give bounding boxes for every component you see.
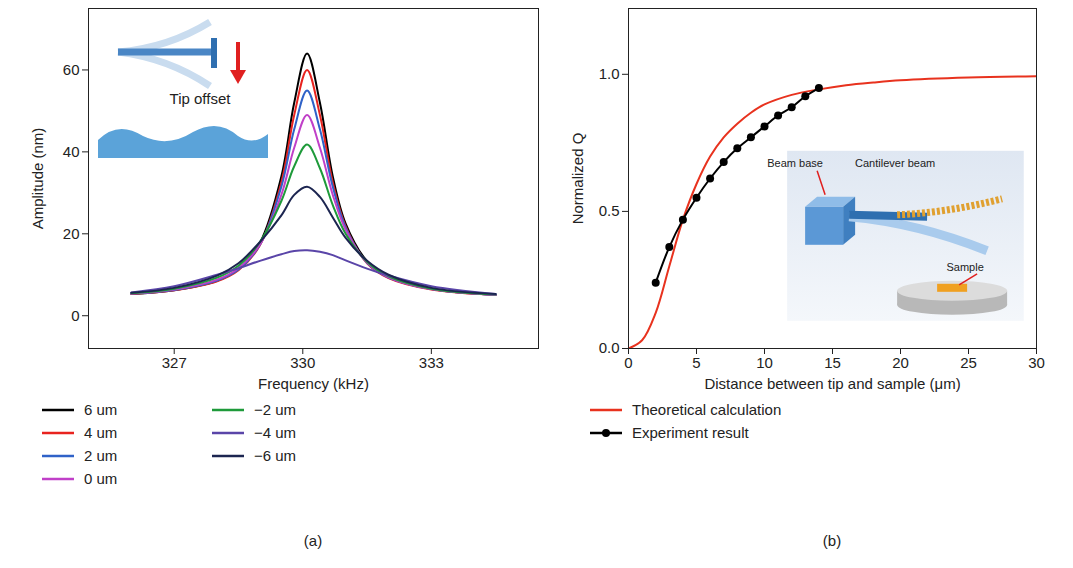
svg-text:5: 5 [692,354,700,371]
svg-text:30: 30 [1028,354,1045,371]
svg-text:Sample: Sample [946,261,983,273]
svg-text:40: 40 [63,143,80,160]
html-text:(a): (a) [303,532,323,549]
svg-text:Tip offset: Tip offset [170,90,232,107]
svg-text:25: 25 [960,354,977,371]
svg-text:15: 15 [824,354,841,371]
svg-text:Amplitude (nm): Amplitude (nm) [29,128,46,230]
svg-text:0: 0 [624,354,632,371]
svg-text:Beam base: Beam base [767,157,823,169]
html-text:0 um: 0 um [84,470,118,487]
html-text:6 um: 6 um [84,401,118,418]
svg-text:0: 0 [71,307,79,324]
svg-text:20: 20 [63,225,80,242]
html-text:2 um: 2 um [84,447,118,464]
svg-text:1.0: 1.0 [599,65,620,82]
html-text:Theoretical calculation: Theoretical calculation [632,401,782,418]
svg-text:10: 10 [756,354,773,371]
svg-text:Cantilever beam: Cantilever beam [855,157,935,169]
svg-text:333: 333 [419,354,444,371]
html-text:−4 um: −4 um [254,424,297,441]
svg-text:0.5: 0.5 [599,202,620,219]
svg-text:327: 327 [162,354,187,371]
html-text:−6 um: −6 um [254,447,297,464]
html-text:4 um: 4 um [84,424,118,441]
svg-text:0.0: 0.0 [599,339,620,356]
svg-text:Distance between tip and sampl: Distance between tip and sample (μm) [704,375,960,392]
html-text:Experiment result: Experiment result [632,424,749,441]
svg-text:20: 20 [892,354,909,371]
html-text:(b): (b) [822,532,842,549]
svg-text:330: 330 [290,354,315,371]
svg-text:60: 60 [63,61,80,78]
html-text:−2 um: −2 um [254,401,297,418]
svg-text:Normalized Q: Normalized Q [569,133,586,225]
svg-text:Frequency (kHz): Frequency (kHz) [258,375,369,392]
